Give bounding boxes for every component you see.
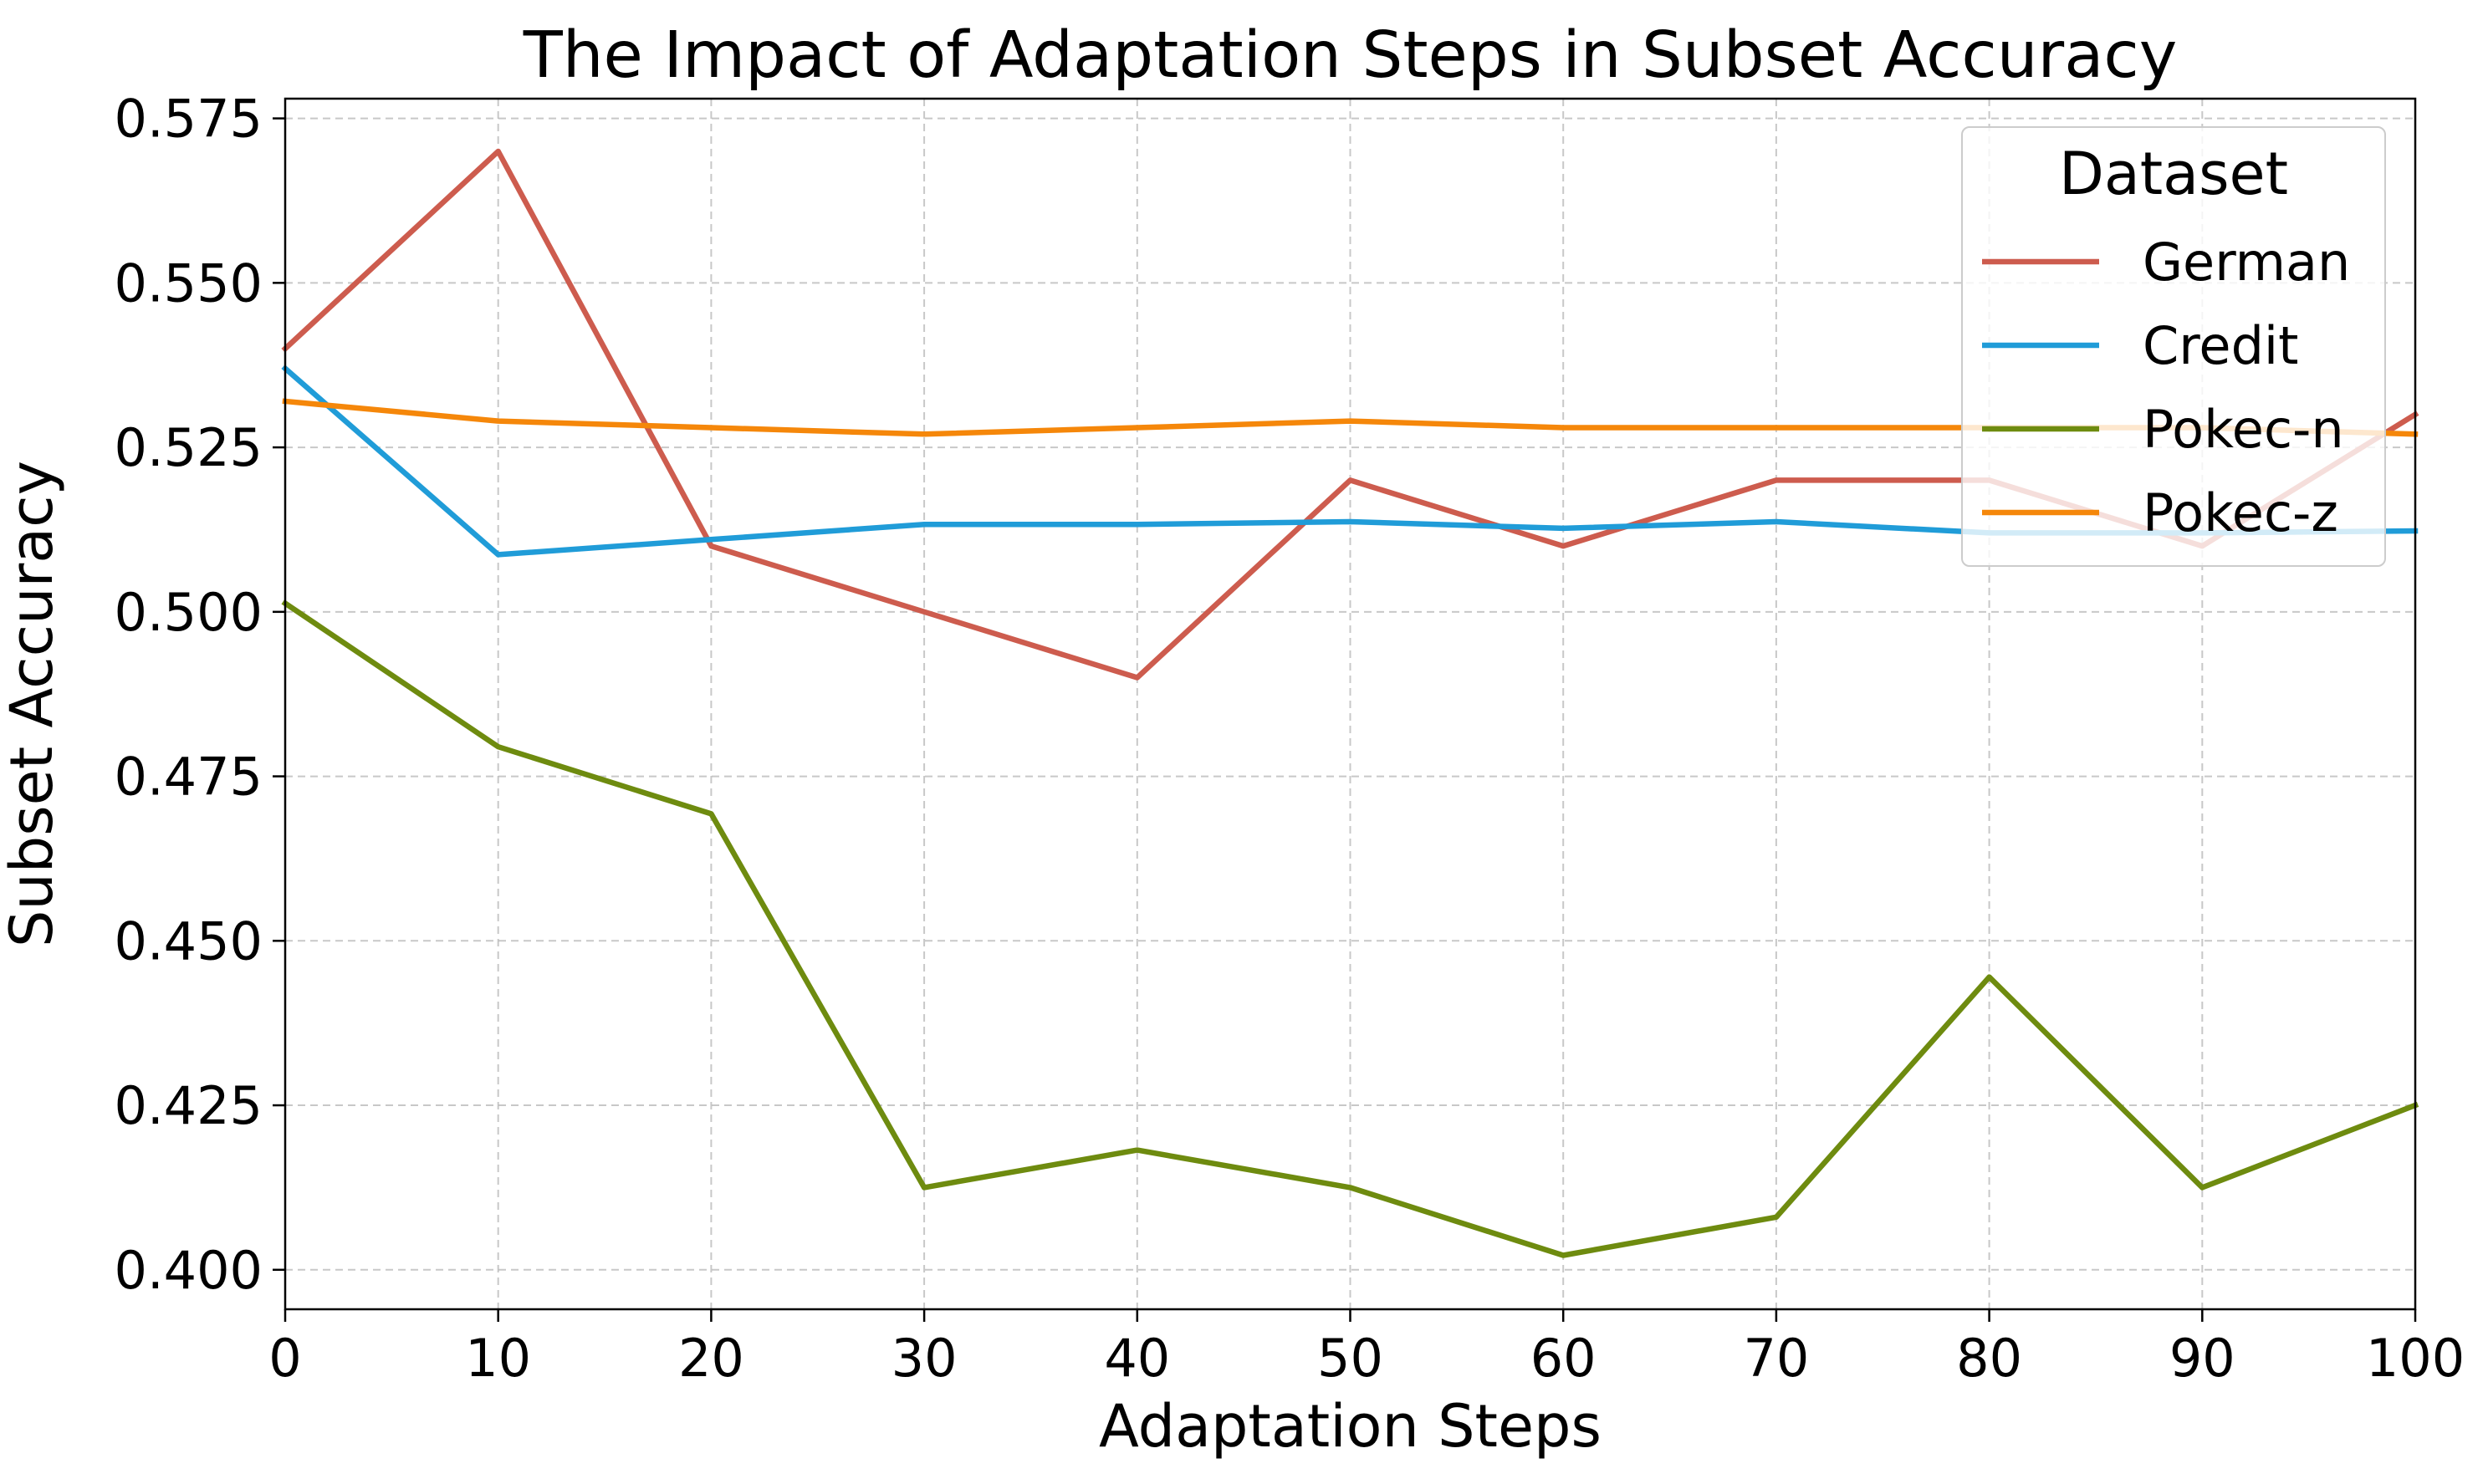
x-tick-label: 100 xyxy=(2366,1328,2465,1389)
x-tick-label: 70 xyxy=(1743,1328,1809,1389)
y-tick-label: 0.550 xyxy=(115,252,263,314)
series-line-pokec-n xyxy=(281,599,2419,1258)
legend-label-german: German xyxy=(2143,232,2350,293)
y-tick-label: 0.450 xyxy=(115,910,263,971)
x-tick-label: 90 xyxy=(2169,1328,2235,1389)
y-tick-label: 0.500 xyxy=(115,582,263,643)
x-tick-label: 0 xyxy=(268,1328,301,1389)
y-tick-label: 0.525 xyxy=(115,417,263,478)
legend-label-pokec-n: Pokec-n xyxy=(2143,399,2344,460)
x-tick-label: 40 xyxy=(1104,1328,1170,1389)
y-tick-label: 0.575 xyxy=(115,89,263,150)
legend: Dataset German Credit Pokec-n Pokec-z xyxy=(1961,126,2386,567)
x-tick-label: 50 xyxy=(1317,1328,1383,1389)
chart-title: The Impact of Adaptation Steps in Subset… xyxy=(523,18,2178,93)
y-tick-label: 0.425 xyxy=(115,1075,263,1136)
legend-title: Dataset xyxy=(2059,140,2288,208)
legend-box xyxy=(1961,126,2386,567)
x-tick-label: 10 xyxy=(465,1328,531,1389)
legend-label-credit: Credit xyxy=(2143,315,2298,376)
x-tick-label: 30 xyxy=(892,1328,958,1389)
x-tick-label: 80 xyxy=(1956,1328,2022,1389)
legend-entries: German Credit Pokec-n Pokec-z xyxy=(1982,232,2350,543)
legend-label-pokec-z: Pokec-z xyxy=(2143,482,2338,543)
y-axis-label: Subset Accuracy xyxy=(0,461,66,947)
y-tick-label: 0.475 xyxy=(115,747,263,808)
axis-ticks: 0 10 20 30 40 50 60 70 80 90 100 0.400 0.425 0.450 0.4… xyxy=(115,89,2465,1389)
x-tick-label: 60 xyxy=(1530,1328,1597,1389)
x-axis-label: Adaptation Steps xyxy=(1099,1392,1602,1461)
x-tick-label: 20 xyxy=(678,1328,744,1389)
y-tick-label: 0.400 xyxy=(115,1240,263,1301)
